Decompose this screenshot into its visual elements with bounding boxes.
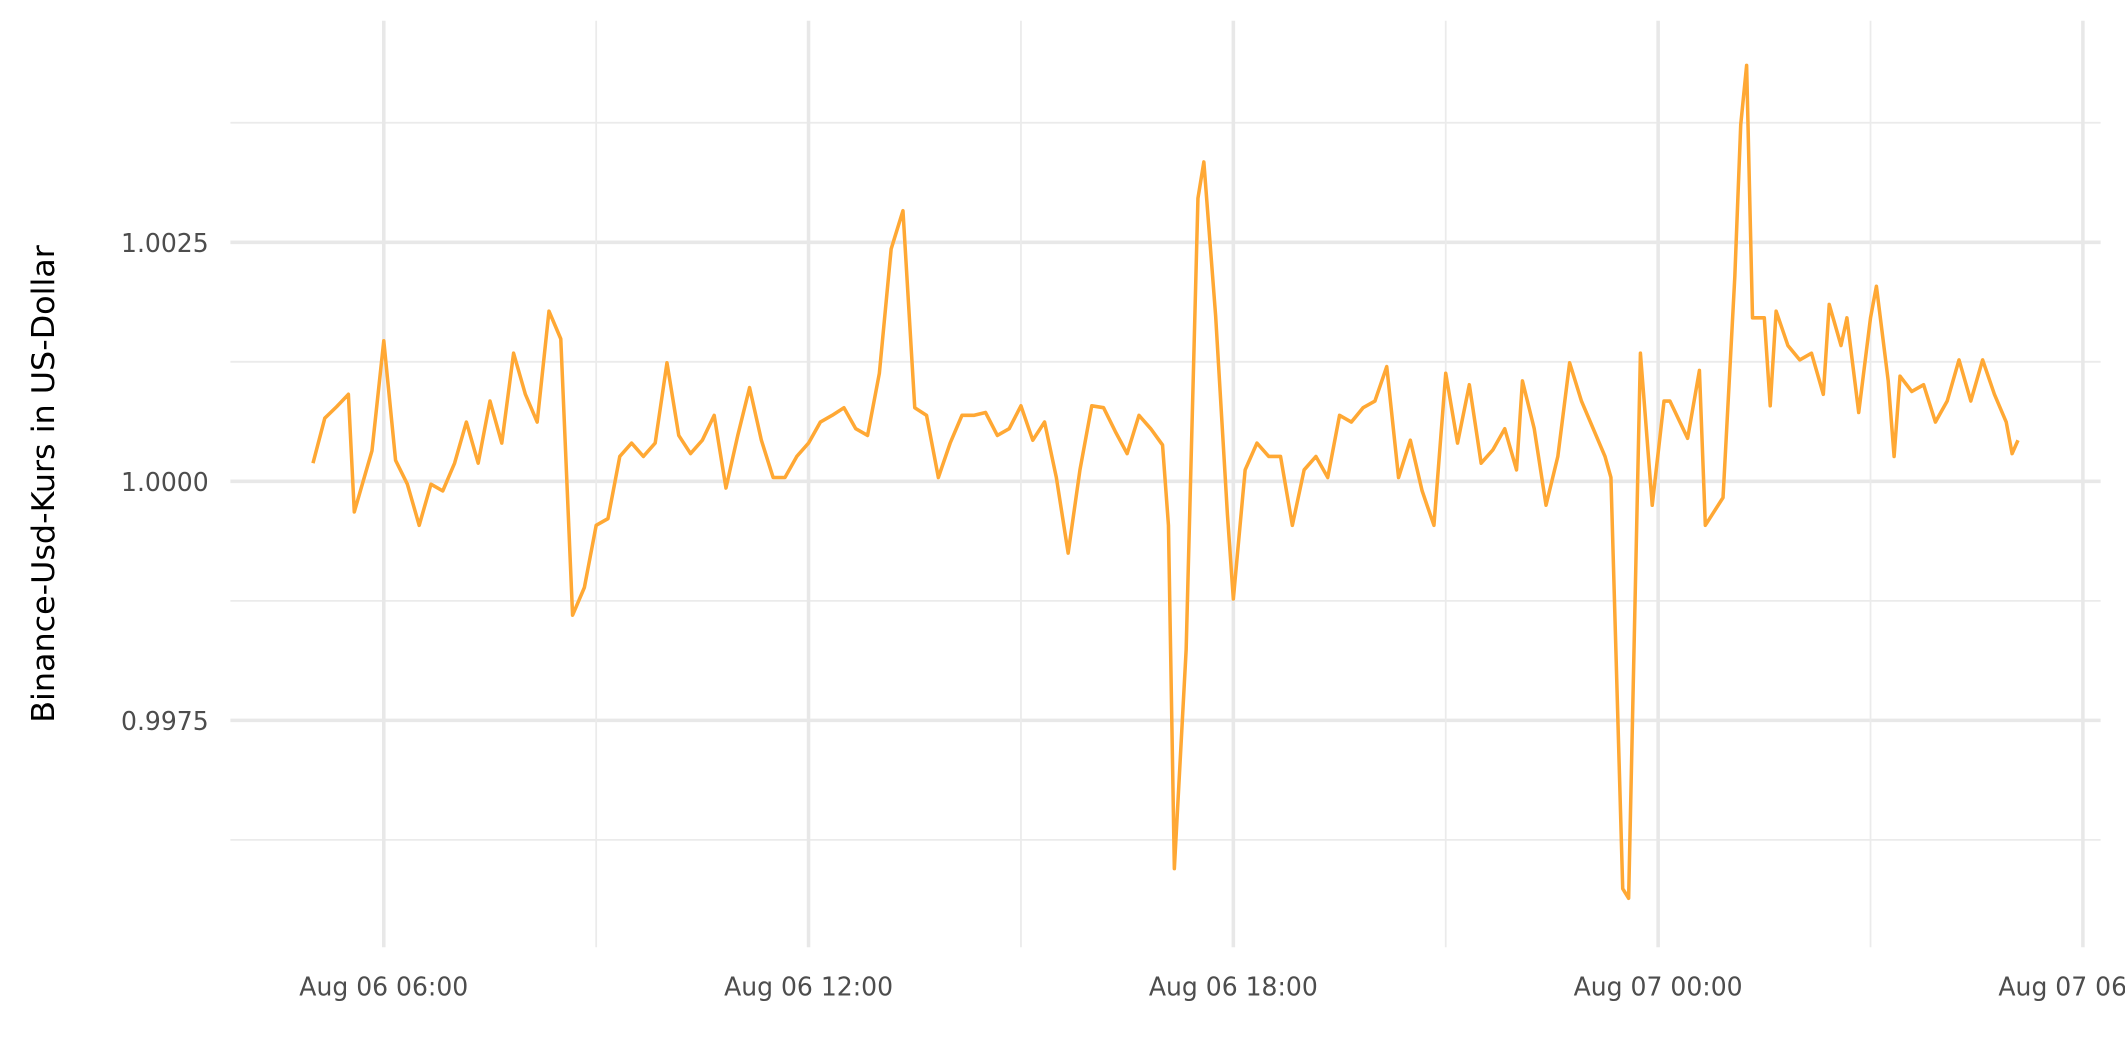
x-tick-label: Aug 06 18:00 — [1149, 971, 1318, 1001]
y-tick-label: 1.0000 — [121, 467, 209, 497]
marks — [311, 63, 2020, 901]
y-axis-label: Binance-Usd-Kurs in US-Dollar — [26, 245, 62, 723]
x-tick-label: Aug 06 06:00 — [299, 971, 468, 1001]
x-tick-label: Aug 07 00:00 — [1574, 971, 1743, 1001]
y-tick-label: 0.9975 — [121, 706, 209, 736]
x-tick-label: Aug 06 12:00 — [724, 971, 893, 1001]
x-tick-label: Aug 07 06:00 — [1998, 971, 2125, 1001]
y-tick-label: 1.0025 — [121, 228, 209, 258]
data-line — [311, 63, 2020, 901]
